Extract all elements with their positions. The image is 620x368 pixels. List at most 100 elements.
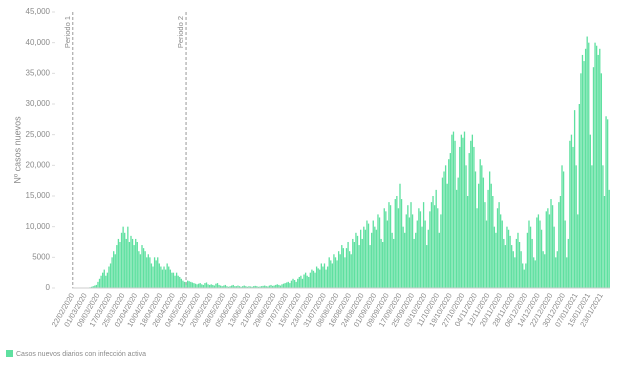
y-tick-label: 25,000 xyxy=(26,130,51,139)
bar xyxy=(146,257,148,288)
bar xyxy=(300,275,302,288)
bar xyxy=(223,285,225,288)
bar xyxy=(312,270,315,288)
bar xyxy=(479,159,481,288)
bar xyxy=(595,45,598,288)
bar xyxy=(251,286,253,288)
bar xyxy=(389,205,392,288)
bar xyxy=(526,232,529,288)
bar xyxy=(589,134,591,288)
bar xyxy=(364,229,367,288)
bar xyxy=(180,278,182,288)
bar xyxy=(564,220,566,288)
bar xyxy=(539,220,541,288)
bar xyxy=(567,238,569,288)
bar xyxy=(179,276,181,288)
bar xyxy=(127,226,129,288)
bar xyxy=(374,226,376,288)
bar xyxy=(588,42,590,288)
bar xyxy=(114,254,116,288)
bar xyxy=(215,283,217,288)
y-tick-label: 20,000 xyxy=(26,160,51,169)
bar xyxy=(161,269,164,288)
bar xyxy=(566,257,568,288)
bar xyxy=(446,183,448,288)
bar xyxy=(488,171,491,288)
bar xyxy=(188,281,190,288)
legend-swatch xyxy=(6,350,13,357)
bar xyxy=(119,242,121,288)
bar xyxy=(131,238,134,288)
bar xyxy=(410,202,412,288)
bar xyxy=(457,177,459,288)
bar xyxy=(278,284,280,288)
bar xyxy=(435,189,437,288)
bar xyxy=(581,54,584,288)
bar xyxy=(599,48,601,288)
bar xyxy=(234,286,236,288)
bar xyxy=(353,242,356,288)
bar xyxy=(397,208,400,288)
bar xyxy=(231,285,233,288)
bar xyxy=(190,281,192,288)
bar xyxy=(518,242,521,288)
bar xyxy=(383,208,385,288)
bar xyxy=(418,208,420,288)
bar xyxy=(559,196,562,288)
bar xyxy=(583,61,585,288)
bar xyxy=(142,248,145,288)
bar xyxy=(422,202,425,288)
bar xyxy=(504,245,507,288)
bar xyxy=(394,199,396,288)
bar xyxy=(388,202,390,288)
bar xyxy=(495,232,497,288)
bar xyxy=(113,251,115,288)
bar xyxy=(523,269,525,288)
bar xyxy=(292,278,294,288)
bar xyxy=(124,232,126,288)
bar xyxy=(191,282,194,288)
bar xyxy=(130,235,132,288)
bar xyxy=(109,263,112,288)
bar xyxy=(311,269,313,288)
bar xyxy=(163,266,165,288)
bar xyxy=(235,286,238,288)
bar xyxy=(270,284,272,288)
bar xyxy=(511,245,513,288)
bar xyxy=(452,131,455,288)
bar xyxy=(481,165,483,288)
bar xyxy=(171,272,173,288)
bar xyxy=(232,284,234,288)
bar xyxy=(476,208,478,288)
bar xyxy=(103,269,105,288)
bar xyxy=(345,248,348,288)
bar xyxy=(295,281,297,288)
bar xyxy=(164,269,167,288)
bar xyxy=(548,214,551,288)
bar xyxy=(421,226,423,288)
bar xyxy=(197,283,200,288)
bar xyxy=(512,251,514,288)
bar xyxy=(603,196,606,288)
bar xyxy=(139,254,142,288)
y-tick-label: 35,000 xyxy=(26,68,51,77)
bar xyxy=(522,263,524,288)
bar xyxy=(455,189,458,288)
bar xyxy=(540,229,543,288)
bar xyxy=(111,257,113,288)
bar xyxy=(591,165,593,288)
bar xyxy=(350,254,352,288)
bar xyxy=(482,177,485,288)
bar xyxy=(562,171,565,288)
bar xyxy=(592,67,595,288)
bar xyxy=(606,119,609,288)
bar xyxy=(120,232,123,288)
bar xyxy=(367,223,370,288)
bar xyxy=(477,183,480,288)
bar xyxy=(133,245,135,288)
bar xyxy=(256,286,258,288)
y-tick-label: 0 xyxy=(46,283,51,292)
bar xyxy=(407,205,409,288)
bar xyxy=(169,269,171,288)
bar xyxy=(520,251,522,288)
